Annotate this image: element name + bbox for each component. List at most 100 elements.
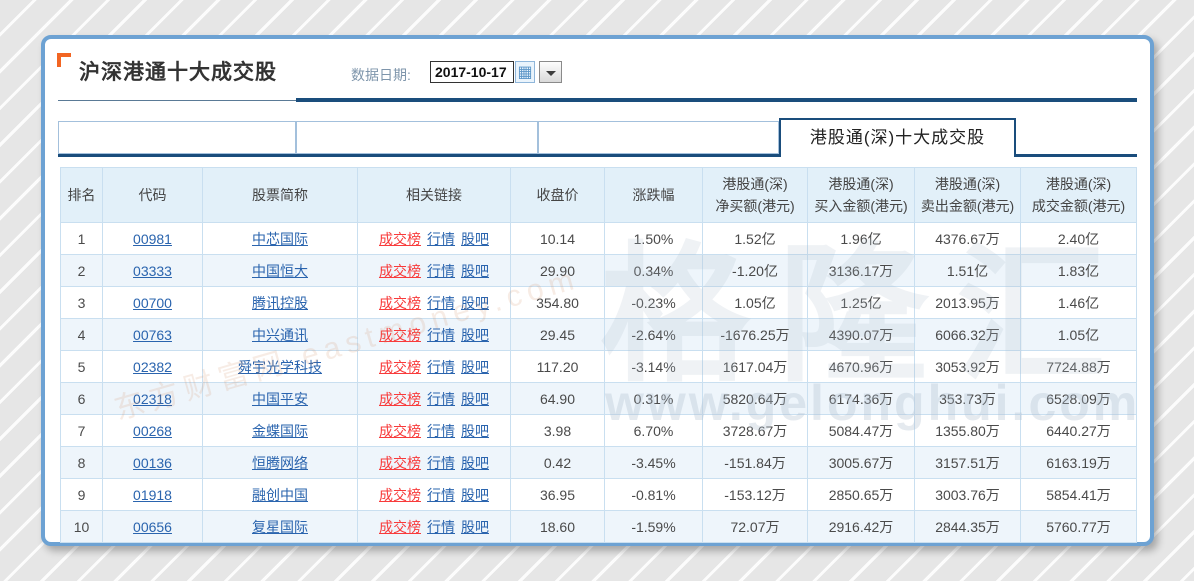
trade-rank-link[interactable]: 成交榜 (379, 518, 421, 535)
tab-placeholder-3[interactable] (538, 121, 779, 154)
sell-amount-cell: 3157.51万 (914, 446, 1021, 479)
stock-code-link[interactable]: 00763 (133, 326, 172, 343)
stock-name-link[interactable]: 融创中国 (252, 486, 308, 503)
forum-link[interactable]: 股吧 (461, 262, 489, 279)
code-cell: 02318 (102, 382, 203, 415)
related-links-cell: 成交榜 行情 股吧 (357, 350, 511, 383)
tab-underline (58, 154, 1137, 157)
name-cell: 中兴通讯 (202, 318, 358, 351)
buy-amount-cell: 5084.47万 (807, 414, 915, 447)
stock-code-link[interactable]: 00136 (133, 454, 172, 471)
stock-name-link[interactable]: 中芯国际 (252, 230, 308, 247)
trade-rank-link[interactable]: 成交榜 (379, 294, 421, 311)
quote-link[interactable]: 行情 (427, 422, 455, 439)
trade-rank-link[interactable]: 成交榜 (379, 326, 421, 343)
forum-link[interactable]: 股吧 (461, 486, 489, 503)
close-price-cell: 0.42 (510, 446, 605, 479)
trade-rank-link[interactable]: 成交榜 (379, 230, 421, 247)
close-price-cell: 29.90 (510, 254, 605, 287)
stock-name-link[interactable]: 中国恒大 (252, 262, 308, 279)
net-buy-cell: 1617.04万 (702, 350, 808, 383)
close-price-cell: 354.80 (510, 286, 605, 319)
quote-link[interactable]: 行情 (427, 486, 455, 503)
net-buy-cell: -151.84万 (702, 446, 808, 479)
quote-link[interactable]: 行情 (427, 518, 455, 535)
trade-rank-link[interactable]: 成交榜 (379, 422, 421, 439)
trade-rank-link[interactable]: 成交榜 (379, 454, 421, 471)
sell-amount-cell: 6066.32万 (914, 318, 1021, 351)
date-input[interactable] (430, 61, 514, 83)
top10-table: 排名 代码 股票简称 相关链接 收盘价 涨跌幅 港股通(深) 净买额(港元) 港股通(深) 买入金… (60, 167, 1137, 543)
related-links-cell: 成交榜 行情 股吧 (357, 382, 511, 415)
chevron-down-icon (546, 71, 556, 76)
stock-code-link[interactable]: 00268 (133, 422, 172, 439)
forum-link[interactable]: 股吧 (461, 422, 489, 439)
stock-code-link[interactable]: 00700 (133, 294, 172, 311)
date-dropdown-button[interactable] (539, 61, 562, 83)
stock-name-link[interactable]: 恒腾网络 (252, 454, 308, 471)
stock-name-link[interactable]: 腾讯控股 (252, 294, 308, 311)
column-header: 涨跌幅 (604, 167, 703, 223)
close-price-cell: 117.20 (510, 350, 605, 383)
code-cell: 00136 (102, 446, 203, 479)
trade-rank-link[interactable]: 成交榜 (379, 262, 421, 279)
forum-link[interactable]: 股吧 (461, 326, 489, 343)
date-label: 数据日期: (351, 67, 411, 83)
total-amount-cell: 1.05亿 (1020, 318, 1137, 351)
change-pct-cell: -2.64% (604, 318, 703, 351)
forum-link[interactable]: 股吧 (461, 230, 489, 247)
quote-link[interactable]: 行情 (427, 294, 455, 311)
forum-link[interactable]: 股吧 (461, 294, 489, 311)
page-title: 沪深港通十大成交股 (79, 61, 277, 84)
quote-link[interactable]: 行情 (427, 358, 455, 375)
calendar-icon[interactable]: ▦ (515, 61, 535, 83)
tab-placeholder-2[interactable] (296, 121, 538, 154)
close-price-cell: 64.90 (510, 382, 605, 415)
sell-amount-cell: 1.51亿 (914, 254, 1021, 287)
stock-name-link[interactable]: 金蝶国际 (252, 422, 308, 439)
forum-link[interactable]: 股吧 (461, 454, 489, 471)
stock-name-link[interactable]: 中兴通讯 (252, 326, 308, 343)
stock-name-link[interactable]: 舜宇光学科技 (238, 358, 322, 375)
related-links-cell: 成交榜 行情 股吧 (357, 318, 511, 351)
stock-code-link[interactable]: 01918 (133, 486, 172, 503)
net-buy-cell: 72.07万 (702, 510, 808, 543)
trade-rank-link[interactable]: 成交榜 (379, 390, 421, 407)
trade-rank-link[interactable]: 成交榜 (379, 358, 421, 375)
table-row: 9 01918 融创中国 成交榜 行情 股吧 36.95 -0.81% -153.12万 2850… (60, 478, 1137, 511)
forum-link[interactable]: 股吧 (461, 358, 489, 375)
table-row: 8 00136 恒腾网络 成交榜 行情 股吧 0.42 -3.45% -151.84万 3005.… (60, 446, 1137, 479)
quote-link[interactable]: 行情 (427, 390, 455, 407)
total-amount-cell: 1.46亿 (1020, 286, 1137, 319)
close-price-cell: 29.45 (510, 318, 605, 351)
stock-code-link[interactable]: 02382 (133, 358, 172, 375)
quote-link[interactable]: 行情 (427, 262, 455, 279)
column-header: 港股通(深) 净买额(港元) (702, 167, 808, 223)
stock-name-link[interactable]: 中国平安 (252, 390, 308, 407)
rank-cell: 7 (60, 414, 103, 447)
stock-code-link[interactable]: 03333 (133, 262, 172, 279)
sell-amount-cell: 3053.92万 (914, 350, 1021, 383)
forum-link[interactable]: 股吧 (461, 390, 489, 407)
name-cell: 恒腾网络 (202, 446, 358, 479)
net-buy-cell: 3728.67万 (702, 414, 808, 447)
rank-cell: 2 (60, 254, 103, 287)
quote-link[interactable]: 行情 (427, 326, 455, 343)
close-price-cell: 36.95 (510, 478, 605, 511)
forum-link[interactable]: 股吧 (461, 518, 489, 535)
sell-amount-cell: 3003.76万 (914, 478, 1021, 511)
quote-link[interactable]: 行情 (427, 454, 455, 471)
stock-code-link[interactable]: 00981 (133, 230, 172, 247)
tab-placeholder-1[interactable] (58, 121, 296, 154)
stock-name-link[interactable]: 复星国际 (252, 518, 308, 535)
quote-link[interactable]: 行情 (427, 230, 455, 247)
tab-hkconnect-sz-top10[interactable]: 港股通(深)十大成交股 (779, 118, 1016, 157)
change-pct-cell: -0.23% (604, 286, 703, 319)
total-amount-cell: 2.40亿 (1020, 222, 1137, 255)
sell-amount-cell: 353.73万 (914, 382, 1021, 415)
stock-code-link[interactable]: 02318 (133, 390, 172, 407)
trade-rank-link[interactable]: 成交榜 (379, 486, 421, 503)
stock-code-link[interactable]: 00656 (133, 518, 172, 535)
related-links-cell: 成交榜 行情 股吧 (357, 286, 511, 319)
net-buy-cell: -1676.25万 (702, 318, 808, 351)
